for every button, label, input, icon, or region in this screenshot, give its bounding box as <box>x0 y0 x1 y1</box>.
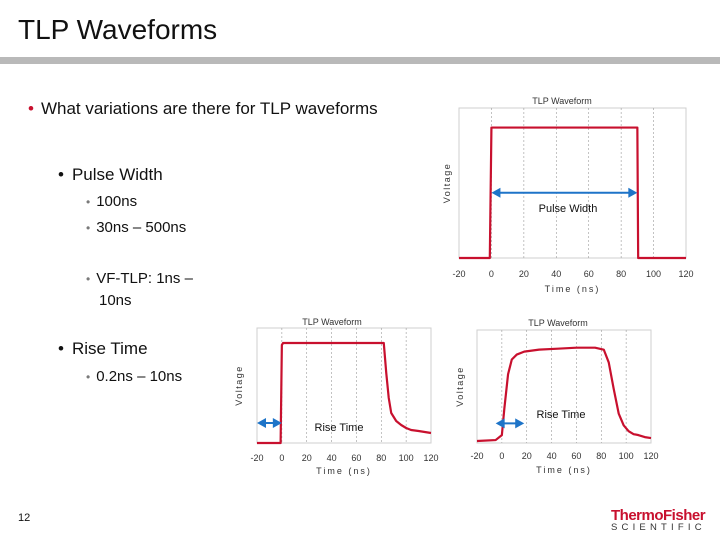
x-axis-label: Time (ns) <box>536 465 592 475</box>
x-tick-label: 100 <box>619 451 634 461</box>
x-tick-label: 80 <box>596 451 606 461</box>
chart-title: TLP Waveform <box>302 317 362 327</box>
x-tick-label: 60 <box>584 269 594 279</box>
x-tick-label: 100 <box>646 269 661 279</box>
chart-title: TLP Waveform <box>532 96 592 106</box>
annotation-arrow-head-left <box>257 418 266 428</box>
bullet-pulse-width-text: Pulse Width <box>71 165 163 184</box>
bullet-main: • What variations are there for TLP wavef… <box>28 99 378 119</box>
bullet-dot-icon: • <box>58 165 64 184</box>
annotation-label: Rise Time <box>537 409 586 421</box>
x-tick-label: 60 <box>351 453 361 463</box>
annotation-label: Pulse Width <box>539 203 598 215</box>
annotation-arrow-head-right <box>272 418 282 428</box>
brand-name-2: Fisher <box>663 507 706 524</box>
plot-frame <box>476 329 652 444</box>
brand-name-1: Thermo <box>611 507 664 524</box>
x-tick-label: -20 <box>470 451 483 461</box>
brand-logo: ThermoFisher SCIENTIFIC <box>611 507 706 533</box>
bullet-dot-icon: • <box>86 370 91 384</box>
bullet-rise-time-text: Rise Time <box>71 339 148 358</box>
annotation-arrow-head-right <box>628 187 638 198</box>
bullet-pw-3: • VF-TLP: 1ns – 10ns <box>86 268 193 312</box>
y-axis-label: Voltage <box>455 366 465 407</box>
series-line <box>476 346 652 443</box>
bullet-main-text: What variations are there for TLP wavefo… <box>40 99 378 118</box>
bullet-dot-icon: • <box>28 99 34 118</box>
x-tick-label: 120 <box>423 453 438 463</box>
annotation-arrow-head-left <box>491 187 501 198</box>
x-tick-label: 120 <box>643 451 658 461</box>
plot-frame <box>256 327 432 444</box>
annotation-arrow-head-left <box>495 418 505 429</box>
x-tick-label: 0 <box>279 453 284 463</box>
y-axis-label: Voltage <box>442 163 452 204</box>
page-number: 12 <box>18 512 31 524</box>
annotation-label: Rise Time <box>315 422 364 434</box>
annotation-arrow-head-right <box>515 418 525 429</box>
slide-title: TLP Waveforms <box>18 14 218 45</box>
x-tick-label: 20 <box>302 453 312 463</box>
bullet-pw-1: • 100ns <box>86 191 137 213</box>
y-axis-label: Voltage <box>234 365 244 406</box>
x-axis-label: Time (ns) <box>316 466 372 476</box>
bullet-pw-1-text: 100ns <box>96 193 138 210</box>
bullet-pulse-width: • Pulse Width <box>58 165 163 185</box>
series-line <box>459 126 686 260</box>
bullet-rt-1: • 0.2ns – 10ns <box>86 366 182 388</box>
bullet-dot-icon: • <box>86 221 91 235</box>
title-divider <box>0 57 720 64</box>
x-tick-label: 40 <box>551 269 561 279</box>
bullet-dot-icon: • <box>58 339 64 358</box>
series-line <box>257 341 432 445</box>
bullet-pw-3-text-a: VF-TLP: 1ns – <box>96 270 193 287</box>
bullet-pw-2-text: 30ns – 500ns <box>96 219 187 236</box>
bullet-pw-3-text-b: 10ns <box>99 292 132 309</box>
bullet-rise-time: • Rise Time <box>58 339 148 359</box>
x-tick-label: 80 <box>376 453 386 463</box>
x-axis-label: Time (ns) <box>545 284 601 294</box>
x-tick-label: 20 <box>519 269 529 279</box>
x-tick-label: 100 <box>399 453 414 463</box>
bullet-rt-1-text: 0.2ns – 10ns <box>96 368 183 385</box>
x-tick-label: -20 <box>452 269 465 279</box>
x-tick-label: 20 <box>522 451 532 461</box>
bullet-dot-icon: • <box>86 195 91 209</box>
x-tick-label: 0 <box>489 269 494 279</box>
x-tick-label: 80 <box>616 269 626 279</box>
x-tick-label: 120 <box>678 269 693 279</box>
x-tick-label: -20 <box>250 453 263 463</box>
x-tick-label: 40 <box>327 453 337 463</box>
bullet-dot-icon: • <box>86 272 91 286</box>
plot-frame <box>458 107 687 259</box>
x-tick-label: 60 <box>571 451 581 461</box>
bullet-pw-2: • 30ns – 500ns <box>86 217 186 239</box>
chart-title: TLP Waveform <box>528 318 588 328</box>
x-tick-label: 0 <box>499 451 504 461</box>
brand-sub: SCIENTIFIC <box>611 522 706 533</box>
x-tick-label: 40 <box>547 451 557 461</box>
